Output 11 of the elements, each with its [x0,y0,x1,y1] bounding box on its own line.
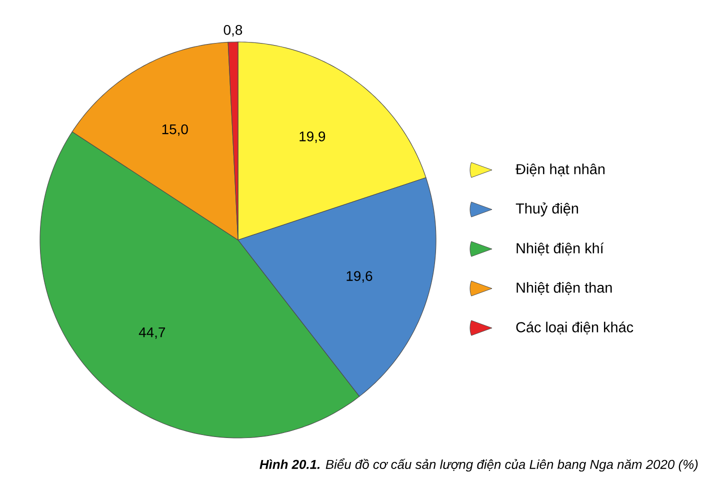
data-label: 0,8 [224,25,242,37]
data-label: 19,6 [346,271,372,283]
legend-label: Nhiệt điện than [516,282,612,295]
text: Hình 20.1. Biểu đồ cơ cấu sản lượng điện của Liên bang Nga năm 2020 (%) [260,458,698,472]
legend-label: Nhiệt điện khí [516,242,604,256]
legend-label: Thuỷ điện [516,202,578,216]
data-label: 15,0 [162,124,188,136]
data-label: 44,7 [138,327,166,339]
legend-label: Các loại điện khác [516,322,634,334]
data-label: 19,9 [300,131,326,143]
legend-label: Điện hạt nhân [516,164,605,176]
